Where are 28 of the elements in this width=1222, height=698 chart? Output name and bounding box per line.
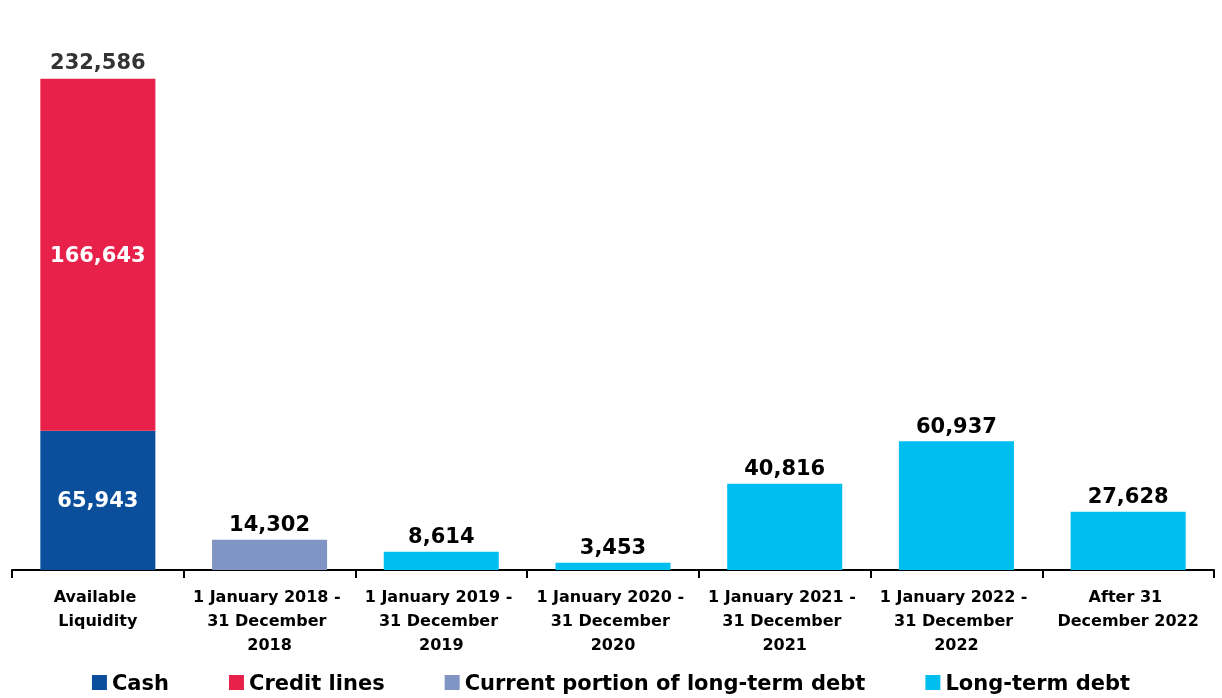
x-tick-label: 1 January 2021 - 31 December 2021 xyxy=(708,586,862,654)
data-label: 166,643 xyxy=(50,242,146,267)
x-tick-label: 1 January 2020 - 31 December 2020 xyxy=(536,586,690,654)
legend-label: Long-term debt xyxy=(945,670,1131,695)
data-label: 14,302 xyxy=(229,512,311,537)
x-tick-label: Available Liquidity xyxy=(53,586,142,630)
data-label: 60,937 xyxy=(915,413,997,438)
data-label: 40,816 xyxy=(744,456,826,481)
legend-label: Credit lines xyxy=(248,670,385,695)
data-label: 8,614 xyxy=(408,524,475,549)
bar xyxy=(898,441,1014,570)
bar xyxy=(727,483,843,570)
data-label: 27,628 xyxy=(1087,484,1169,509)
data-label: 65,943 xyxy=(57,488,139,513)
legend-label: Cash xyxy=(111,670,169,695)
bar xyxy=(383,551,499,570)
x-tick-label: 1 January 2022 - 31 December 2022 xyxy=(879,586,1034,654)
x-tick-label: 1 January 2019 - 31 December 2019 xyxy=(364,586,518,654)
x-tick-label: 1 January 2018 - 31 December 2018 xyxy=(192,586,347,654)
bar xyxy=(212,539,328,570)
bar xyxy=(555,562,671,570)
data-label: 3,453 xyxy=(579,535,647,560)
bar xyxy=(40,78,156,431)
bar xyxy=(40,430,156,570)
x-tick-label: After 31 December 2022 xyxy=(1057,586,1199,630)
legend-label: Current portion of long-term debt xyxy=(464,670,866,695)
bar xyxy=(1070,511,1186,570)
total-label: 232,586 xyxy=(50,50,146,75)
